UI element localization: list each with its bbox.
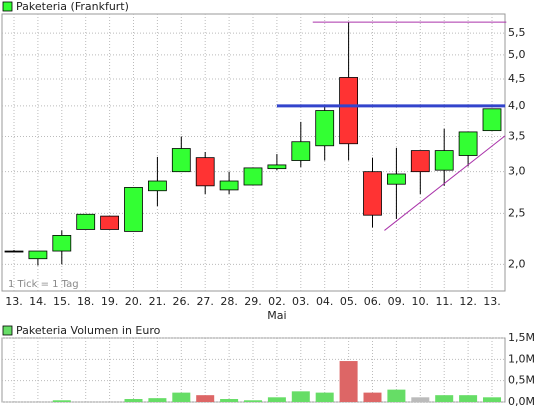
volume-bar [459,395,478,402]
x-tick-label: 28. [220,295,238,308]
y-tick-label: 1,5M [508,331,535,344]
y-tick-label: 1,0M [508,352,535,365]
x-tick-label: 20. [125,295,143,308]
volume-bar [291,391,310,402]
x-tick-label: 09. [388,295,406,308]
volume-bar [124,399,143,402]
legend-swatch [2,1,13,12]
x-tick-label: 04. [316,295,334,308]
y-tick-label: 0,0M [508,395,535,408]
x-tick-label: 12. [459,295,477,308]
note: 1 Tick = 1 Tag [8,279,79,290]
candle-body [458,131,478,156]
y-tick-label: 4,0 [508,99,526,112]
y-tick-label: 2,5 [508,206,526,219]
volume-bar [172,392,191,402]
candle-body [195,157,215,187]
y-tick-label: 3,0 [508,165,526,178]
candle-body [363,171,382,216]
x-tick-label: 19. [101,295,119,308]
candle-body [267,164,287,170]
x-tick-label: 14. [29,295,47,308]
x-tick-label: 15. [53,295,71,308]
candle-body [28,250,48,260]
x-tick-label: 10. [412,295,430,308]
y-tick-label: 5,0 [508,48,526,61]
x-tick-label: 21. [149,295,167,308]
candle-body [339,77,359,145]
y-tick-label: 5,5 [508,26,526,39]
candle-body [4,250,24,253]
candle-body [482,108,502,132]
volume-bar [196,395,215,402]
volume-bar [315,392,334,402]
x-tick-label: 11. [435,295,453,308]
volume-bar [267,397,286,402]
volume-bar [387,389,406,402]
candle-body [52,235,72,252]
candle-body [219,180,239,191]
volume-bar [244,400,262,402]
y-tick-label: 3,5 [508,129,526,142]
candle-body [124,187,143,232]
volume-bar [411,397,430,402]
x-tick-label: 26. [173,295,191,308]
legend-label: Paketeria Volumen in Euro [16,324,161,337]
x-tick-label: 13. [5,295,23,308]
volume-bar [220,399,239,402]
candle-body [171,148,191,173]
legend-label: Paketeria (Frankfurt) [16,0,129,13]
candle-body [386,173,406,185]
y-tick-label: 4,5 [508,72,526,85]
x-tick-label: 29. [244,295,262,308]
x-tick-label: 18. [77,295,95,308]
x-tick-label: 06. [364,295,382,308]
annotation-line [384,135,506,231]
y-tick-label: 0,5M [508,374,535,387]
x-tick-label: 05. [340,295,358,308]
x-tick-label: 02. [268,295,286,308]
x-tick-label: 27. [196,295,214,308]
candle-body [100,215,119,230]
candle-body [76,213,96,230]
volume-bar [339,361,358,402]
candle-body [291,141,311,161]
month-label: Mai [267,309,286,322]
volume-bar [52,400,71,402]
candle-body [410,150,430,173]
volume-bar [363,392,382,402]
candle-body [243,167,263,186]
candle-body [434,150,454,171]
x-tick-label: 03. [292,295,310,308]
x-tick-label: 13. [483,295,501,308]
legend-swatch [2,325,13,336]
candle-body [315,110,335,147]
volume-bar [148,398,167,402]
volume-bar [435,395,454,402]
candle-body [147,180,167,192]
y-tick-label: 2,0 [508,257,526,270]
volume-bar [483,397,501,402]
